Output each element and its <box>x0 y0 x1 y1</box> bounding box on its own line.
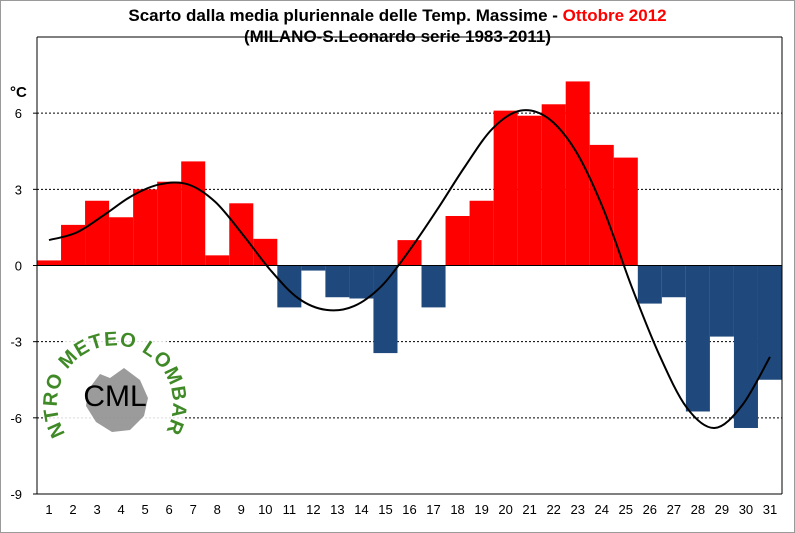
bar <box>109 217 134 266</box>
trend-line <box>48 109 771 430</box>
x-tick-label: 17 <box>426 502 440 517</box>
x-tick-label: 5 <box>142 502 149 517</box>
y-tick-label: 0 <box>15 259 22 274</box>
bar <box>205 255 230 266</box>
x-tick-label: 15 <box>378 502 392 517</box>
bar <box>301 265 326 271</box>
x-tick-label: 4 <box>117 502 124 517</box>
x-tick-label: 31 <box>763 502 777 517</box>
x-tick-label: 21 <box>522 502 536 517</box>
title-month: Ottobre 2012 <box>562 6 667 25</box>
bar <box>85 200 110 266</box>
x-tick-label: 12 <box>306 502 320 517</box>
bar <box>541 104 566 266</box>
bar <box>181 161 206 266</box>
x-tick-label: 1 <box>45 502 52 517</box>
cml-logo: CENTRO METEO LOMBARDO CML <box>40 318 189 466</box>
x-tick-labels: 1 2 3 4 5 6 7 8 9 10 11 12 13 14 15 16 17 18 19 20 21 22 23 24 2… <box>45 502 777 517</box>
logo-initials: CML <box>83 380 146 413</box>
y-tick-labels: -9 -6 -3 0 3 6 <box>10 106 37 502</box>
bar <box>685 265 710 412</box>
y-tick-label: -6 <box>10 411 22 426</box>
x-tick-label: 9 <box>238 502 245 517</box>
x-tick-label: 10 <box>258 502 272 517</box>
x-tick-label: 16 <box>402 502 416 517</box>
bar <box>61 224 86 266</box>
bar <box>349 265 374 299</box>
bar <box>469 200 494 266</box>
bar <box>157 181 182 266</box>
bar <box>421 265 446 308</box>
bar <box>757 265 782 380</box>
x-tick-label: 11 <box>283 502 297 517</box>
x-tick-label: 22 <box>546 502 560 517</box>
bar <box>733 265 758 428</box>
x-tick-label: 13 <box>330 502 344 517</box>
bar <box>661 265 686 298</box>
bar <box>637 265 662 304</box>
x-tick-label: 19 <box>474 502 488 517</box>
chart-title: Scarto dalla media pluriennale delle Tem… <box>0 6 795 26</box>
bar <box>373 265 398 354</box>
y-tick-label: 6 <box>15 106 22 121</box>
x-tick-label: 18 <box>450 502 464 517</box>
bar <box>565 81 590 266</box>
y-tick-label: -3 <box>10 335 22 350</box>
x-tick-label: 20 <box>498 502 512 517</box>
y-tick-label: 3 <box>15 182 22 197</box>
x-tick-label: 3 <box>93 502 100 517</box>
bar <box>493 110 518 266</box>
lombardy-map-icon <box>86 368 148 432</box>
x-tick-label: 24 <box>595 502 609 517</box>
bar <box>517 115 542 266</box>
x-tick-label: 26 <box>643 502 657 517</box>
bar <box>325 265 350 298</box>
bar <box>709 265 734 337</box>
x-tick-label: 29 <box>715 502 729 517</box>
x-tick-label: 7 <box>190 502 197 517</box>
x-tick-label: 30 <box>739 502 753 517</box>
x-tick-label: 6 <box>166 502 173 517</box>
bar <box>37 260 62 266</box>
bar <box>445 215 470 266</box>
x-tick-label: 2 <box>69 502 76 517</box>
title-prefix: Scarto dalla media pluriennale delle Tem… <box>128 6 563 25</box>
trend-line-group <box>48 109 771 430</box>
x-tick-label: 25 <box>619 502 633 517</box>
x-tick-label: 28 <box>691 502 705 517</box>
bar <box>133 189 158 266</box>
y-tick-label: -9 <box>10 487 22 502</box>
x-tick-label: 14 <box>354 502 368 517</box>
bar <box>277 265 302 308</box>
y-axis-unit: °C <box>10 84 27 101</box>
x-tick-label: 23 <box>570 502 584 517</box>
x-tick-label: 27 <box>667 502 681 517</box>
x-tick-label: 8 <box>214 502 221 517</box>
bar <box>229 203 254 266</box>
